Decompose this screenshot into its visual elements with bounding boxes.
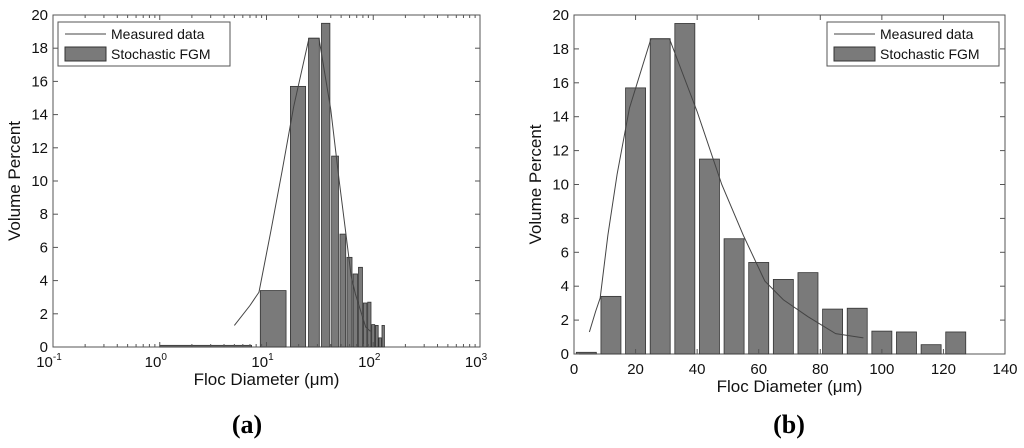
bar-series xyxy=(159,22,385,348)
bar xyxy=(367,301,372,348)
bar xyxy=(308,37,320,348)
bar xyxy=(331,155,339,348)
bar xyxy=(600,295,622,355)
x-tick-label: 0 xyxy=(570,361,578,378)
measured-data-line xyxy=(588,38,864,339)
bar xyxy=(259,290,287,348)
bar xyxy=(358,266,363,348)
bar xyxy=(649,38,671,355)
y-tick-label: 0 xyxy=(40,339,48,356)
y-tick-label: 16 xyxy=(552,75,569,92)
bar xyxy=(321,22,331,348)
x-tick-label: 20 xyxy=(627,361,644,378)
y-tick-label: 8 xyxy=(40,206,48,223)
bar xyxy=(699,158,720,355)
y-tick-label: 4 xyxy=(40,273,48,290)
y-axis-label: Volume Percent xyxy=(5,121,24,241)
x-tick-label: 102 xyxy=(358,352,381,371)
x-tick-label: 40 xyxy=(689,361,706,378)
y-tick-label: 6 xyxy=(561,244,569,261)
bar xyxy=(945,331,967,355)
bar xyxy=(575,351,597,355)
y-tick-label: 2 xyxy=(40,306,48,323)
measured-data-line xyxy=(233,37,371,332)
y-tick-label: 20 xyxy=(31,7,48,24)
x-tick-label: 140 xyxy=(992,361,1017,378)
bar xyxy=(352,273,358,348)
bar xyxy=(381,325,385,348)
bar xyxy=(625,87,646,355)
bar xyxy=(797,272,819,355)
x-axis-label: Floc Diameter (μm) xyxy=(194,370,340,389)
bar xyxy=(375,325,379,348)
bar xyxy=(896,331,917,355)
x-tick-label: 10-1 xyxy=(36,352,62,371)
bar xyxy=(772,279,794,355)
legend-bar-swatch xyxy=(833,46,876,62)
legend: Measured data Stochastic FGM xyxy=(57,21,231,67)
chart-panel-b: 0 2 4 6 8 10 12 14 16 18 20 0 20 40 60 80 100 120 140 Floc … xyxy=(526,7,1018,396)
bar xyxy=(346,256,353,348)
y-tick-label: 6 xyxy=(40,239,48,256)
legend-label: Stochastic FGM xyxy=(880,46,980,62)
bar xyxy=(748,262,770,355)
chart-panel-a: 0 2 4 6 8 10 12 14 16 18 20 10-1 100 101 102 103 Floc Di… xyxy=(5,7,488,389)
x-tick-label: 103 xyxy=(465,352,488,371)
legend-label: Stochastic FGM xyxy=(111,46,211,62)
y-tick-label: 8 xyxy=(561,210,569,227)
y-tick-label: 16 xyxy=(31,73,48,90)
y-tick-label: 2 xyxy=(561,312,569,329)
y-tick-label: 20 xyxy=(552,7,569,24)
legend-bar-swatch xyxy=(64,46,107,62)
y-tick-label: 10 xyxy=(552,177,569,194)
legend-label: Measured data xyxy=(880,26,974,42)
y-tick-label: 14 xyxy=(552,109,569,126)
bar xyxy=(339,233,347,348)
bar xyxy=(846,307,868,355)
legend: Measured data Stochastic FGM xyxy=(826,21,1000,67)
bar xyxy=(159,344,252,348)
legend-label: Measured data xyxy=(111,26,205,42)
y-tick-label: 12 xyxy=(31,140,48,157)
y-tick-label: 4 xyxy=(561,278,569,295)
y-tick-label: 0 xyxy=(561,346,569,363)
y-tick-label: 14 xyxy=(31,107,48,124)
y-tick-label: 18 xyxy=(31,40,48,57)
x-tick-label: 60 xyxy=(750,361,767,378)
panel-label-b: (b) xyxy=(773,410,805,439)
bar xyxy=(378,337,382,348)
y-axis-label: Volume Percent xyxy=(526,124,545,244)
x-tick-label: 80 xyxy=(812,361,829,378)
bar xyxy=(674,23,696,355)
x-axis-label: Floc Diameter (μm) xyxy=(717,377,863,396)
y-tick-label: 12 xyxy=(552,143,569,160)
y-tick-label: 10 xyxy=(31,173,48,190)
bar xyxy=(290,85,307,348)
y-tick-label: 18 xyxy=(552,41,569,58)
x-tick-label: 100 xyxy=(869,361,894,378)
x-tick-label: 100 xyxy=(145,352,168,371)
x-tick-label: 101 xyxy=(251,352,274,371)
x-tick-label: 120 xyxy=(931,361,956,378)
bar xyxy=(723,238,745,355)
bar xyxy=(920,344,942,355)
panel-label-a: (a) xyxy=(231,410,263,439)
